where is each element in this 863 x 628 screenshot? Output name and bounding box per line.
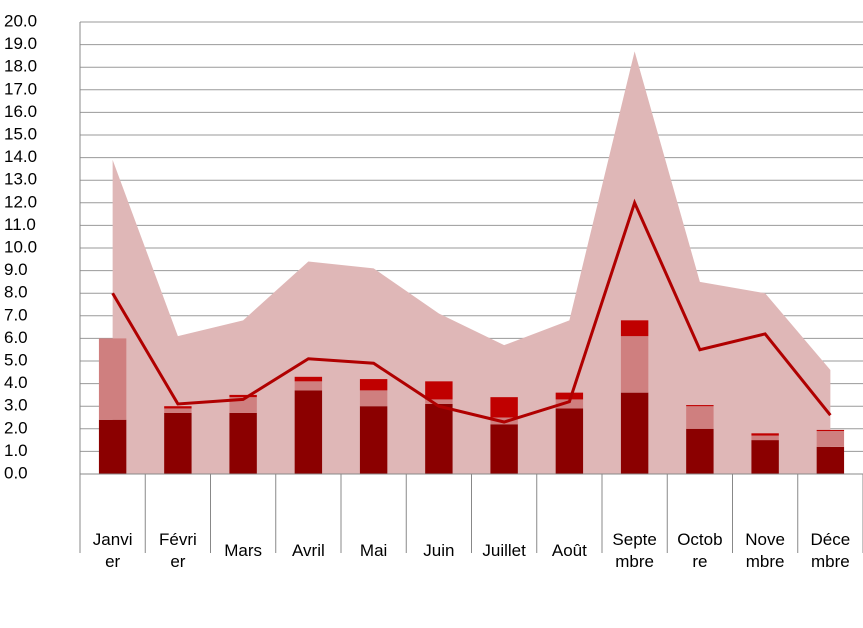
bar-segment (490, 397, 518, 418)
x-tick-label-box: Avril (276, 474, 341, 628)
y-tick-label: 4.0 (4, 373, 28, 392)
bar-segment (816, 431, 845, 447)
bar-segment (359, 390, 388, 407)
bar-segment (555, 408, 584, 474)
x-tick-label-box: Février (145, 474, 210, 628)
bar-segment (555, 399, 584, 409)
y-tick-label: 20.0 (4, 11, 37, 30)
x-tick-label: Novembre (745, 530, 785, 571)
y-tick-label: 16.0 (4, 102, 37, 121)
chart: 0.0 1.0 2.0 3.0 4.0 5.0 6.0 7.0 8.0 9.0 10.0 11.0 12… (4, 11, 863, 553)
bar-segment (425, 403, 453, 474)
y-tick-label: 17.0 (4, 79, 37, 98)
bar-segment (686, 406, 714, 429)
x-tick-label: Mai (359, 541, 388, 560)
x-tick-label-box: Octobre (667, 474, 732, 628)
bar-segment (359, 379, 388, 391)
bar-segment (751, 435, 779, 441)
bar-segment (555, 392, 584, 400)
x-tick-label-box: Août (537, 474, 602, 628)
y-tick-label: 5.0 (4, 350, 28, 369)
x-tick-label-box: Mars (211, 474, 276, 628)
x-tick-label-box: Septembre (602, 474, 667, 628)
bar-segment (490, 424, 518, 474)
x-tick-label-box: Mai (341, 474, 406, 628)
bar-segment (686, 405, 714, 407)
y-tick-label: 11.0 (4, 215, 36, 234)
x-tick-label: Mars (224, 541, 263, 560)
y-tick-label: 13.0 (4, 170, 37, 189)
x-tick-label: Janvier (92, 530, 133, 571)
bar-segment (98, 338, 127, 420)
bar-segment (164, 406, 192, 409)
x-tick-label: Août (551, 541, 587, 560)
x-tick-label-box: Novembre (733, 474, 798, 628)
bar-segment (686, 428, 714, 474)
bar-segment (359, 406, 388, 474)
y-tick-label: 10.0 (4, 237, 37, 256)
bar-segment (751, 433, 779, 436)
x-tick-label: Décembre (810, 530, 851, 571)
x-tick-label: Février (158, 530, 197, 571)
y-tick-label: 14.0 (4, 147, 37, 166)
x-tick-label: Juillet (482, 541, 526, 560)
x-tick-label-box: Janvier (80, 474, 145, 628)
bar-segment (164, 412, 192, 474)
bar-segment (229, 394, 257, 398)
y-tick-label: 1.0 (4, 441, 28, 460)
y-tick-label: 2.0 (4, 418, 28, 437)
bar-segment (294, 381, 323, 391)
y-tick-label: 12.0 (4, 192, 37, 211)
bar-segment (816, 446, 845, 474)
bar-segment (98, 419, 127, 474)
area (112, 51, 831, 474)
y-tick-label: 19.0 (4, 34, 37, 53)
x-tick-label: Juin (423, 541, 455, 560)
x-tick-label-box: Juin (406, 474, 471, 628)
bar-segment (294, 390, 323, 474)
x-tick-label: Octobre (677, 530, 723, 571)
x-tick-label-box: Juillet (472, 474, 537, 628)
bar-segment (816, 429, 845, 432)
bar-segment (620, 336, 649, 393)
y-tick-label: 3.0 (4, 396, 28, 415)
bar-segment (425, 381, 453, 400)
bar-segment (751, 440, 779, 474)
bar-segment (425, 399, 453, 404)
y-tick-label: 6.0 (4, 328, 28, 347)
y-tick-label: 9.0 (4, 260, 28, 279)
y-tick-label: 8.0 (4, 283, 28, 302)
y-tick-label: 7.0 (4, 305, 28, 324)
page: 0.0 1.0 2.0 3.0 4.0 5.0 6.0 7.0 8.0 9.0 10.0 11.0 12… (4, 11, 863, 571)
y-tick-label: 18.0 (4, 57, 37, 76)
x-tick-label: Septembre (612, 530, 657, 571)
bar-segment (164, 408, 192, 413)
line (111, 198, 832, 424)
x-tick-label: Avril (292, 541, 325, 560)
bar-segment (620, 392, 649, 474)
y-tick-label: 15.0 (4, 124, 37, 143)
bar-segment (294, 376, 323, 382)
y-tick-label: 0.0 (4, 463, 28, 482)
bar-segment (620, 320, 649, 337)
x-tick-label-box: Décembre (798, 474, 863, 628)
bar-segment (229, 412, 257, 474)
